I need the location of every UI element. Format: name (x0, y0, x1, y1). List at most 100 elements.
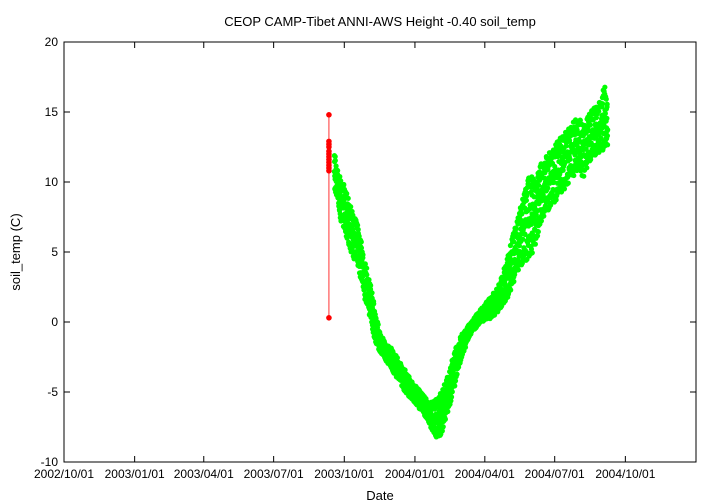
x-tick-label: 2003/10/01 (314, 467, 374, 481)
green-point (439, 428, 445, 434)
green-point (454, 371, 460, 377)
green-point (358, 245, 365, 251)
green-point (462, 344, 469, 350)
y-axis: -10 -5 0 5 10 15 20 (41, 35, 696, 469)
green-point (545, 185, 551, 191)
green-point (452, 383, 458, 389)
green-point (553, 197, 559, 203)
green-point (337, 174, 343, 180)
green-point (565, 180, 571, 186)
green-point (448, 394, 455, 400)
green-point (442, 416, 449, 422)
green-point (604, 142, 611, 148)
green-point (523, 197, 530, 204)
green-point (366, 277, 372, 283)
green-point (587, 122, 593, 128)
green-point (560, 167, 566, 173)
green-point (534, 233, 541, 239)
green-point (567, 156, 573, 162)
green-point (515, 267, 521, 273)
green-point (561, 186, 568, 192)
green-point (513, 231, 520, 237)
green-point (369, 290, 375, 296)
y-tick-label: 0 (51, 315, 58, 329)
green-point (604, 133, 611, 139)
y-tick-label: 15 (45, 105, 59, 119)
y-tick-label: 20 (45, 35, 59, 49)
green-point (344, 191, 350, 197)
green-point (445, 408, 451, 415)
chart-title: CEOP CAMP-Tibet ANNI-AWS Height -0.40 so… (224, 14, 536, 29)
green-point (332, 157, 338, 164)
y-tick-label: 10 (45, 175, 59, 189)
green-point (348, 204, 354, 210)
red-point (326, 112, 332, 118)
x-tick-label: 2004/04/01 (455, 467, 515, 481)
x-tick-label: 2004/07/01 (525, 467, 585, 481)
green-point (375, 321, 381, 328)
green-point (394, 355, 401, 361)
green-point (602, 84, 608, 90)
green-point (604, 115, 610, 121)
green-point (593, 115, 600, 121)
green-point (510, 238, 517, 244)
green-point (338, 178, 344, 184)
green-point (599, 101, 606, 107)
green-point (535, 229, 541, 235)
green-point (532, 241, 538, 247)
green-point (541, 213, 547, 219)
x-tick-label: 2004/10/01 (595, 467, 655, 481)
green-point (571, 172, 577, 179)
green-point (538, 218, 544, 224)
x-tick-label: 2003/01/01 (105, 467, 165, 481)
green-point (603, 96, 609, 102)
plot-area (326, 84, 611, 440)
green-point (536, 182, 542, 188)
green-point (520, 236, 526, 242)
green-point (536, 169, 543, 175)
red-point (326, 315, 332, 321)
green-point (516, 243, 522, 249)
green-point (332, 154, 338, 160)
green-point (371, 301, 377, 307)
x-tick-label: 2002/10/01 (34, 467, 94, 481)
green-point (524, 190, 530, 196)
red-point (326, 144, 332, 150)
y-tick-label: 5 (51, 245, 58, 259)
green-point (452, 378, 459, 384)
x-axis: 2002/10/01 2003/01/01 2003/04/01 2003/07/01… (34, 42, 656, 481)
x-tick-label: 2003/07/01 (244, 467, 304, 481)
green-point (355, 222, 361, 228)
green-point (362, 261, 368, 267)
green-point (529, 250, 535, 256)
green-point (519, 211, 525, 217)
green-point (335, 167, 341, 174)
red-point (326, 168, 332, 174)
x-tick-label: 2003/04/01 (174, 467, 234, 481)
x-tick-label: 2004/01/01 (385, 467, 445, 481)
green-point (511, 278, 517, 285)
green-point (356, 233, 362, 239)
y-tick-label: -5 (47, 385, 58, 399)
green-point (449, 389, 455, 395)
green-point (440, 424, 446, 430)
green-point (368, 282, 374, 289)
green-point (358, 239, 364, 245)
green-point (581, 173, 587, 179)
green-point (545, 166, 551, 172)
green-point (604, 101, 610, 107)
green-point (605, 127, 611, 133)
green-point (596, 108, 602, 114)
y-axis-label: soil_temp (C) (8, 213, 23, 290)
green-point (508, 287, 514, 293)
x-axis-label: Date (366, 488, 393, 503)
green-point (360, 252, 366, 258)
green-point (364, 272, 370, 278)
green-point (583, 129, 590, 135)
green-point (584, 165, 590, 171)
green-point (513, 226, 519, 232)
green-point (355, 226, 361, 233)
green-point (345, 195, 351, 201)
green-point (364, 265, 370, 271)
